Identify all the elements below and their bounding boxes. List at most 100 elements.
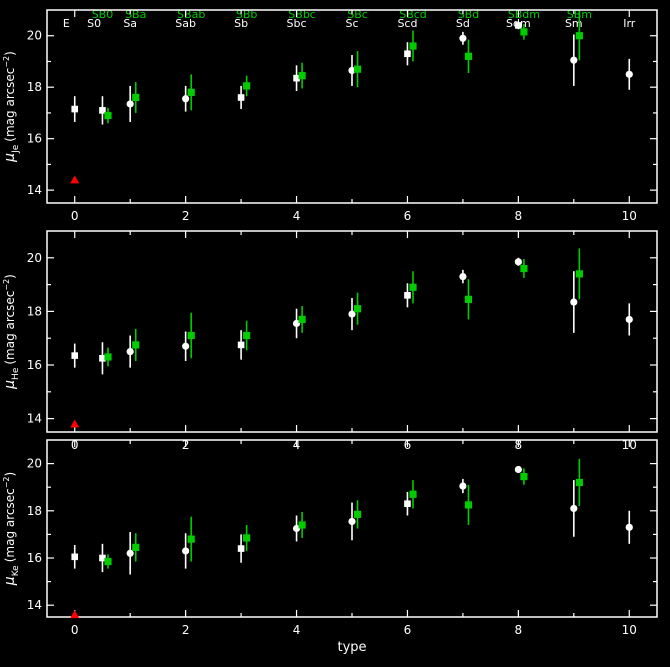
- y-tick-label: 16: [27, 551, 42, 565]
- white-point: [404, 292, 411, 299]
- white-point: [71, 105, 79, 113]
- x-tick-label: 4: [293, 209, 301, 223]
- x-axis-label: type: [337, 640, 366, 655]
- y-tick-label: 20: [27, 29, 42, 43]
- green-point: [187, 331, 195, 340]
- type-label-green: SBbc: [288, 8, 316, 21]
- green-point: [464, 501, 473, 509]
- white-point: [459, 34, 467, 42]
- y-label-unit: (mag arcsec: [3, 291, 17, 365]
- panel-1: 0 2 4 6 8 10 14 16 18 20 μJe (mag arcsec−2): [2, 9, 658, 223]
- y-tick-label: 14: [27, 598, 42, 612]
- x-tick-label: 6: [404, 209, 412, 223]
- x-tick-label: 0: [71, 623, 79, 637]
- y-label-exponent: −2: [2, 279, 11, 291]
- y-tick-label: 18: [27, 80, 42, 94]
- x-tick-label: 4: [293, 623, 301, 637]
- green-point: [298, 72, 306, 80]
- green-point: [464, 52, 473, 60]
- white-point: [126, 348, 134, 356]
- white-point: [570, 298, 578, 306]
- red-triangle-marker: [70, 419, 80, 428]
- white-point: [625, 523, 633, 531]
- y-label-unit: (mag arcsec: [3, 488, 17, 562]
- white-point: [348, 66, 356, 75]
- y-label-exponent: −2: [2, 56, 11, 68]
- type-label-white: S0: [87, 17, 101, 30]
- white-point: [404, 500, 411, 508]
- y-label-symbol: μ: [2, 153, 18, 163]
- x-tick-label: 10: [622, 623, 637, 637]
- y-label-exponent: −2: [2, 476, 11, 488]
- white-point: [182, 547, 190, 555]
- white-point: [99, 355, 106, 362]
- y-label-unit: (mag arcsec: [3, 68, 17, 142]
- y-label-symbol: μ: [2, 380, 18, 390]
- green-point: [520, 264, 528, 273]
- white-point: [182, 342, 190, 350]
- white-point: [515, 22, 522, 29]
- green-point: [243, 331, 251, 340]
- type-label-white: Irr: [623, 17, 636, 30]
- white-point: [126, 100, 134, 108]
- white-point: [182, 95, 190, 103]
- x-tick-label: 8: [515, 623, 523, 637]
- green-point: [104, 353, 112, 361]
- white-point: [348, 517, 356, 526]
- white-point: [237, 341, 245, 349]
- white-point: [292, 319, 301, 328]
- x-tick-label: 8: [515, 209, 523, 223]
- y-tick-label: 14: [27, 412, 42, 426]
- x-tick-label: 10: [622, 209, 637, 223]
- y-tick-label: 14: [27, 183, 42, 197]
- green-point: [104, 557, 112, 566]
- type-label-white: E: [63, 17, 70, 30]
- white-point: [71, 352, 79, 359]
- y-axis-label: μHe (mag arcsec−2): [2, 274, 21, 390]
- y-label-subscript: Ke: [11, 565, 21, 576]
- green-point: [464, 295, 473, 303]
- white-point: [237, 545, 245, 552]
- y-axis-label: μJe (mag arcsec−2): [2, 51, 21, 163]
- white-point: [404, 50, 411, 58]
- type-label-white: Sa: [123, 17, 137, 30]
- y-tick-label: 20: [27, 457, 42, 471]
- green-point: [187, 535, 195, 543]
- white-point: [126, 549, 134, 557]
- green-point: [104, 111, 112, 120]
- green-point: [575, 270, 583, 278]
- y-axis-label: μKe (mag arcsec−2): [2, 472, 21, 586]
- type-label-green: SBdm: [508, 8, 540, 21]
- green-point: [409, 283, 417, 291]
- green-point: [520, 28, 528, 36]
- white-point: [570, 56, 578, 64]
- green-point: [575, 478, 583, 487]
- y-tick-label: 18: [27, 304, 42, 318]
- white-point: [459, 272, 467, 281]
- white-point: [348, 310, 356, 318]
- green-point: [132, 341, 140, 349]
- green-point: [520, 472, 528, 481]
- type-label-green: SBab: [177, 8, 205, 21]
- x-tick-label: 6: [404, 623, 412, 637]
- green-point: [575, 32, 583, 40]
- type-label-white: Scd: [397, 17, 417, 30]
- type-label-white: Sd: [456, 17, 470, 30]
- x-tick-label: 2: [182, 623, 190, 637]
- green-point: [132, 93, 140, 102]
- white-point: [625, 315, 633, 324]
- white-point: [237, 94, 245, 101]
- green-point: [409, 490, 417, 498]
- type-label-white: Sbc: [287, 17, 307, 30]
- x-tick-label: 0: [71, 209, 79, 223]
- y-label-close: ): [3, 274, 17, 279]
- type-label-white: Sm: [565, 17, 583, 30]
- panel-3: 0 2 4 6 8 10 14 16 18 20 μKe (mag arcsec−2): [2, 439, 658, 637]
- y-label-subscript: He: [11, 367, 21, 380]
- type-label-white: Sc: [345, 17, 358, 30]
- green-point: [353, 305, 362, 313]
- type-label-green: SBcd: [399, 8, 427, 21]
- type-label-green: SB0: [92, 8, 114, 21]
